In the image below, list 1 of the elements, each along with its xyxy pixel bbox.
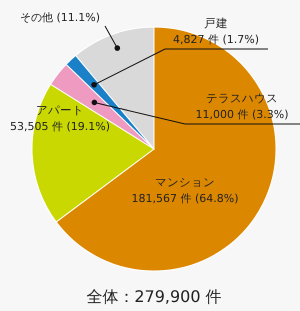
title: 全体：279,900 件: [86, 287, 222, 306]
